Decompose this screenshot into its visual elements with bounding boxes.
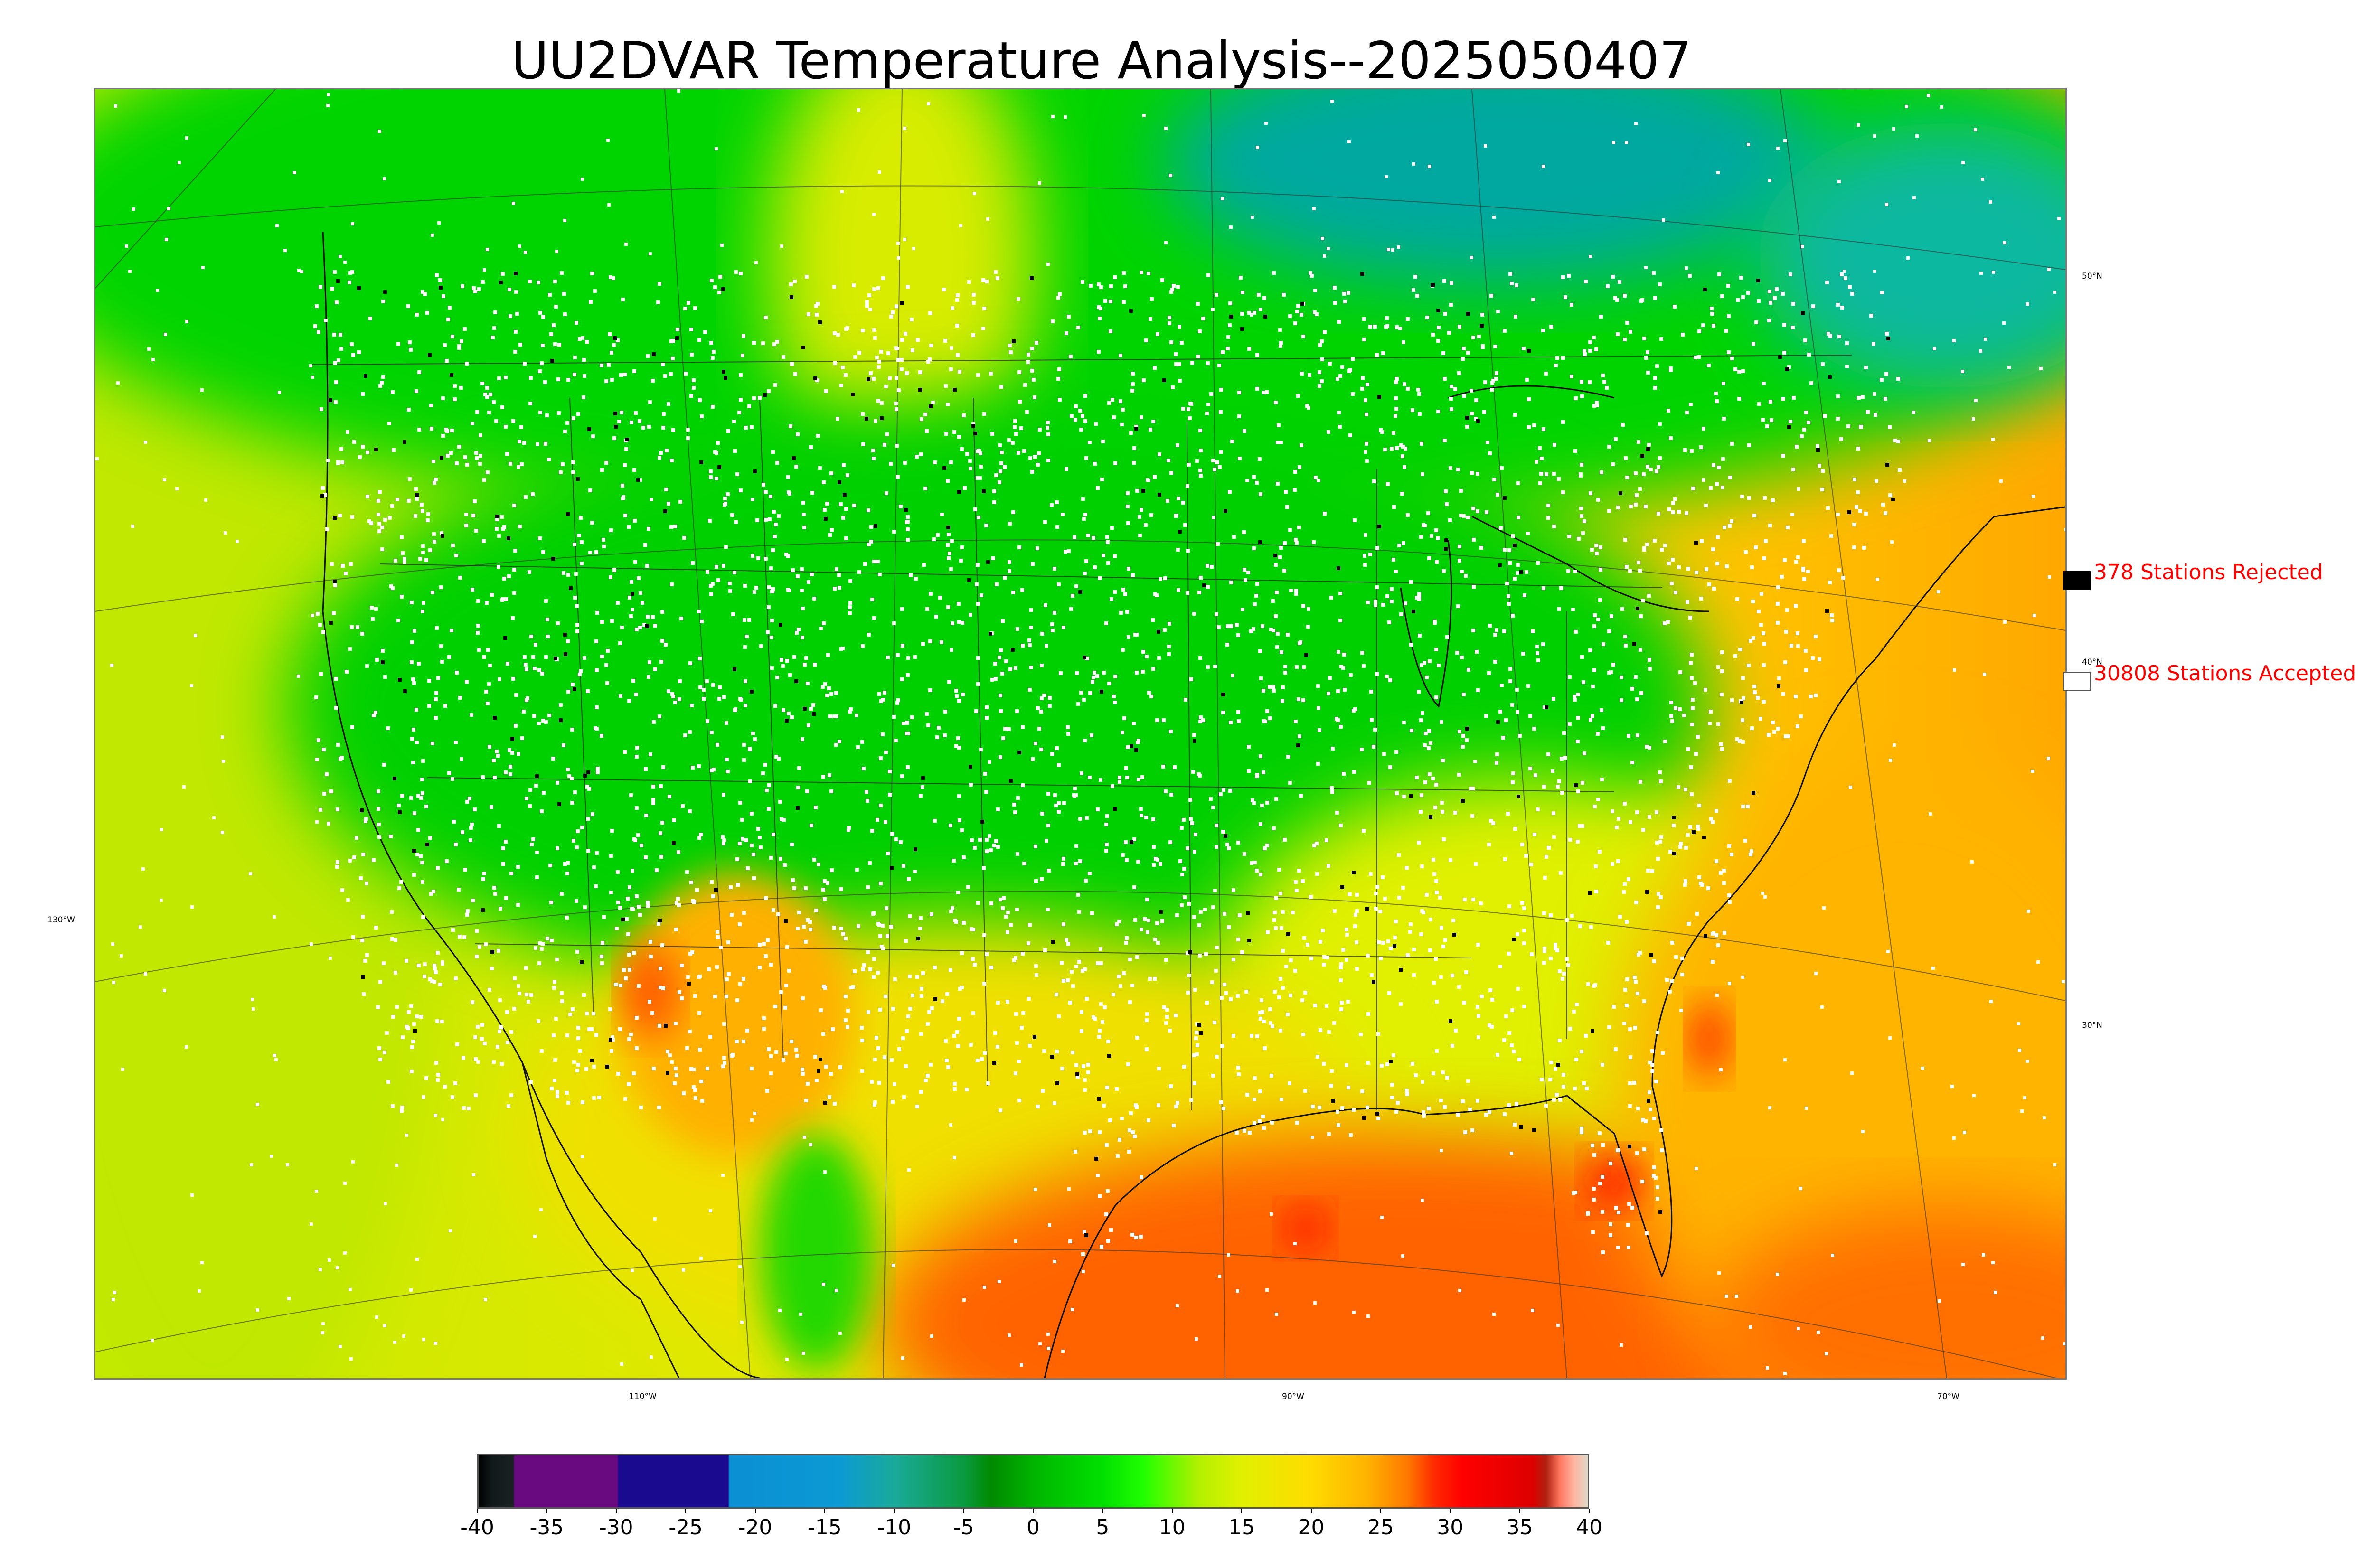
colorbar-tick-label: 20 xyxy=(1298,1515,1325,1540)
colorbar-tick-label: -15 xyxy=(807,1515,842,1540)
temperature-map xyxy=(95,89,2065,1378)
quebec-region xyxy=(1757,122,2065,388)
colorbar-tick-label: -30 xyxy=(599,1515,633,1540)
desert-southwest xyxy=(617,873,855,1157)
lat-label-40n: 40°N xyxy=(2082,657,2102,667)
lon-label-90w: 90°W xyxy=(1282,1392,1304,1401)
colorbar-tick xyxy=(1171,1509,1173,1513)
lat-label-50n: 50°N xyxy=(2082,272,2102,281)
hot-spot xyxy=(1282,1205,1329,1252)
colorbar-tick xyxy=(1102,1509,1103,1513)
colorbar-tick-label: 10 xyxy=(1159,1515,1186,1540)
caribbean xyxy=(1709,1205,2065,1378)
colorbar-tick xyxy=(1241,1509,1243,1513)
colorbar-tick-label: 30 xyxy=(1437,1515,1464,1540)
colorbar-tick-label: -10 xyxy=(877,1515,912,1540)
lon-label-110w: 110°W xyxy=(629,1392,657,1401)
accepted-count-label: 30808 Stations Accepted xyxy=(2094,661,2356,685)
colorbar-tick-label: -5 xyxy=(953,1515,974,1540)
colorbar-tick xyxy=(546,1509,547,1513)
hudson-bay-region xyxy=(1163,89,1828,284)
colorbar-tick xyxy=(1033,1509,1034,1513)
map-frame xyxy=(94,88,2067,1380)
sierra-madre xyxy=(760,1134,874,1371)
lon-label-70w: 70°W xyxy=(1937,1392,1959,1401)
colorbar-tick-label: 40 xyxy=(1576,1515,1602,1540)
colorbar-tick xyxy=(963,1509,964,1513)
colorbar-tick-label: -35 xyxy=(529,1515,564,1540)
colorbar-tick xyxy=(615,1509,617,1513)
rejected-swatch xyxy=(2063,571,2091,590)
colorbar-tick-label: -25 xyxy=(669,1515,703,1540)
colorbar-tick xyxy=(1380,1509,1381,1513)
lon-label-130w: 130°W xyxy=(47,915,75,925)
colorbar-tick-label: -40 xyxy=(460,1515,494,1540)
colorbar-tick-label: 0 xyxy=(1027,1515,1040,1540)
colorbar-tick xyxy=(754,1509,756,1513)
map-title: UU2DVAR Temperature Analysis--2025050407 xyxy=(511,31,1692,91)
colorbar-tick-label: 15 xyxy=(1228,1515,1255,1540)
colorbar-tick-label: 35 xyxy=(1506,1515,1533,1540)
colorbar-tick xyxy=(1450,1509,1451,1513)
colorbar-tick xyxy=(1589,1509,1590,1513)
stations-rejected xyxy=(320,272,1895,1237)
hot-spot xyxy=(1586,1153,1643,1210)
lat-label-30n: 30°N xyxy=(2082,1021,2102,1030)
colorbar-ticks: -40 -35 -30 -25 -20 -15 -10 -5 0 5 10 15 20 25 30 35 40 xyxy=(460,1509,1602,1547)
hot-spot xyxy=(622,944,679,1039)
colorbar-tick-label: -20 xyxy=(738,1515,772,1540)
colorbar-tick-label: 5 xyxy=(1096,1515,1110,1540)
prairie-yellow xyxy=(769,89,1035,483)
stations-accepted xyxy=(95,89,2065,1375)
rejected-count-label: 378 Stations Rejected xyxy=(2094,560,2323,584)
colorbar-tick xyxy=(685,1509,687,1513)
colorbar-tick xyxy=(824,1509,825,1513)
colorbar-tick xyxy=(1519,1509,1520,1513)
colorbar-tick xyxy=(1310,1509,1312,1513)
colorbar-tick-label: 25 xyxy=(1367,1515,1394,1540)
coastlines xyxy=(322,231,2065,1378)
hot-spot xyxy=(1690,1001,1728,1077)
colorbar-tick xyxy=(894,1509,895,1513)
graticule xyxy=(95,89,2065,1378)
temperature-colorbar xyxy=(477,1454,1589,1509)
colorbar-tick xyxy=(477,1509,478,1513)
accepted-swatch xyxy=(2063,672,2091,691)
